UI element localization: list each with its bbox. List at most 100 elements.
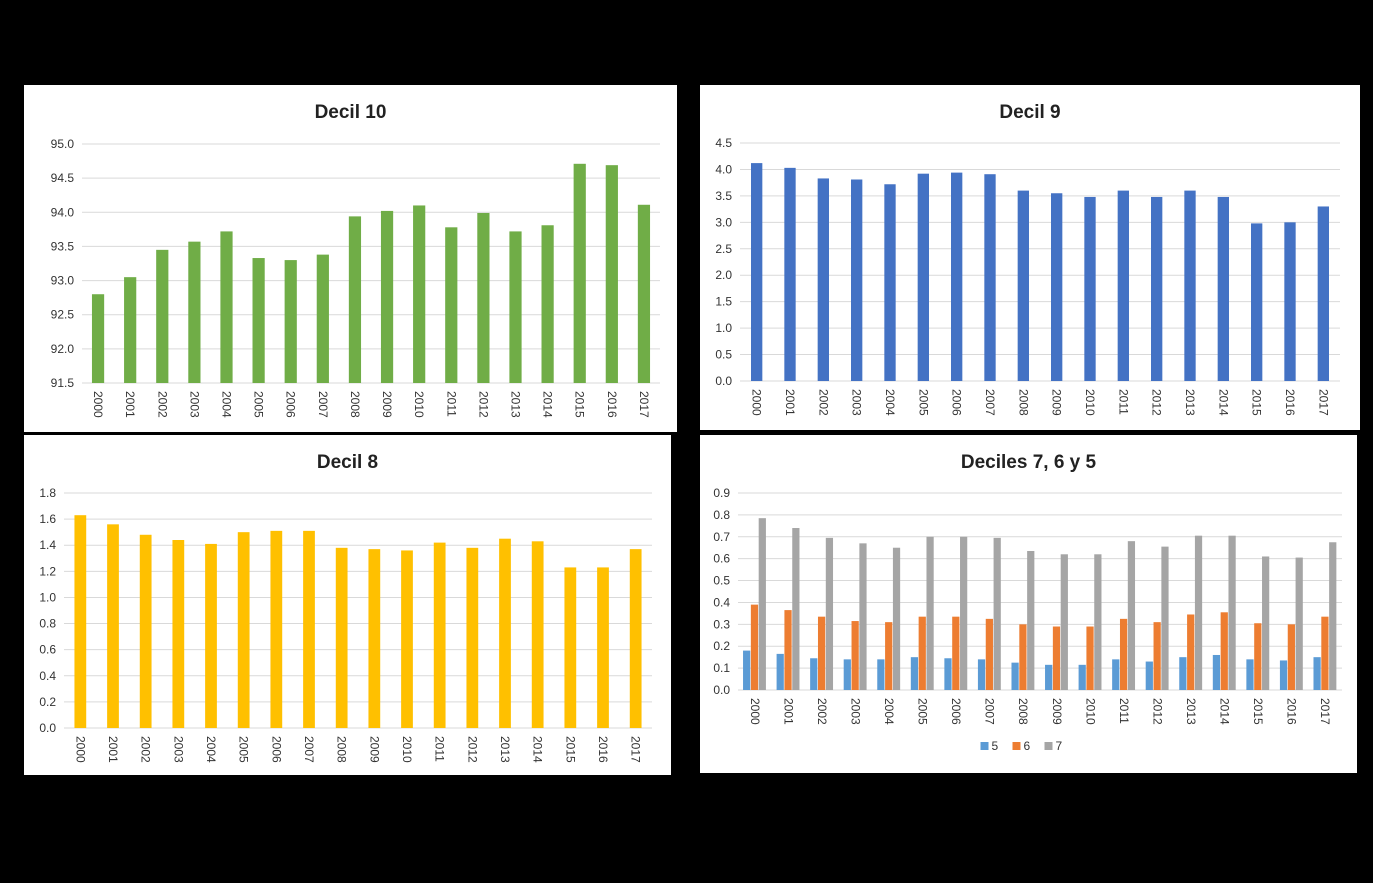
chart-title: Decil 10 [315, 102, 387, 123]
y-tick-label: 0.5 [715, 348, 732, 362]
y-tick-label: 0.4 [39, 669, 56, 683]
bar-2010 [401, 550, 413, 728]
bar-series-7-2008 [1027, 551, 1035, 690]
legend-label-5: 5 [992, 739, 999, 753]
x-tick-label: 2011 [1117, 698, 1131, 724]
x-tick-label: 2012 [1150, 389, 1164, 416]
bar-series-5-2011 [1112, 659, 1120, 690]
y-tick-label: 0.2 [713, 639, 730, 653]
bar-series-5-2012 [1145, 661, 1153, 690]
bar-2013 [499, 538, 511, 728]
y-tick-label: 1.0 [39, 590, 56, 604]
bar-series-7-2000 [758, 518, 766, 690]
x-tick-label: 2005 [237, 736, 251, 763]
y-tick-label: 0.7 [713, 530, 730, 544]
y-tick-label: 0.4 [713, 595, 730, 609]
bar-2004 [220, 231, 233, 383]
x-tick-label: 2005 [916, 698, 930, 725]
bar-2003 [851, 179, 863, 381]
bar-series-5-2004 [877, 659, 885, 690]
x-tick-label: 2003 [848, 698, 862, 725]
chart-decil-10: Decil 10 91.5 92.0 92.5 93.0 93.5 94.0 94.5 95.0… [51, 102, 660, 418]
x-tick-label: 2011 [444, 391, 458, 417]
x-tick-label: 2003 [171, 736, 185, 763]
y-tick-label: 0.0 [39, 721, 56, 735]
bar-series-5-2015 [1246, 659, 1254, 690]
y-tick-label: 2.5 [715, 242, 732, 256]
bar-2008 [335, 547, 348, 728]
x-tick-label: 2007 [302, 736, 316, 763]
bar-series-6-2017 [1321, 616, 1329, 690]
bar-2010 [413, 205, 426, 383]
bar-2009 [1051, 193, 1063, 381]
bar-series-5-2006 [944, 658, 952, 690]
x-tick-label: 2004 [882, 698, 896, 725]
x-tick-label: 2012 [1150, 698, 1164, 725]
x-tick-label: 2010 [1083, 698, 1097, 725]
x-tick-label: 2002 [139, 736, 153, 763]
bar-series-7-2013 [1194, 535, 1203, 690]
bar-series-6-2015 [1254, 623, 1262, 690]
bar-series-7-2015 [1262, 556, 1270, 690]
x-tick-label: 2016 [1285, 698, 1299, 725]
bar-series-5-2001 [776, 653, 784, 690]
x-tick-label: 2003 [187, 391, 201, 418]
y-tick-label: 94.5 [51, 171, 75, 185]
x-tick-label: 2000 [91, 391, 105, 418]
bar-series-6-2003 [851, 621, 859, 690]
x-tick-label: 2015 [1250, 389, 1264, 416]
chart-title: Deciles 7, 6 y 5 [961, 452, 1097, 473]
bar-series-5-2009 [1045, 664, 1053, 690]
x-tick-label: 2008 [348, 391, 362, 418]
x-tick-label: 2017 [637, 391, 651, 418]
chart-deciles-7-6-5: Deciles 7, 6 y 5 0.0 0.1 0.2 0.3 0.4 0.5 0.6 0.7… [713, 452, 1342, 753]
x-tick-label: 2014 [531, 736, 545, 763]
bar-2001 [784, 167, 796, 381]
x-tick-label: 2009 [367, 736, 381, 763]
bar-2009 [368, 549, 381, 728]
bar-2002 [139, 534, 152, 728]
x-tick-label: 2009 [1050, 698, 1064, 725]
y-tick-label: 91.5 [51, 376, 75, 390]
x-tick-label: 2017 [629, 736, 643, 763]
x-tick-label: 2013 [498, 736, 512, 763]
x-tick-label: 2000 [750, 389, 764, 416]
bar-series-6-2010 [1086, 626, 1094, 690]
bar-2007 [303, 530, 315, 728]
bar-series-6-2016 [1287, 624, 1295, 690]
bar-2000 [751, 163, 763, 381]
x-tick-label: 2014 [1218, 698, 1232, 725]
bar-series-6-2006 [952, 616, 960, 690]
bar-series-5-2017 [1313, 657, 1321, 690]
bar-series-6-2009 [1052, 626, 1061, 690]
x-tick-label: 2002 [155, 391, 169, 418]
chart-title: Decil 9 [999, 102, 1060, 123]
x-tick-label: 2015 [1251, 698, 1265, 725]
x-tick-label: 2016 [605, 391, 619, 418]
bar-series-6-2012 [1153, 622, 1161, 690]
legend-label-6: 6 [1024, 739, 1031, 753]
y-tick-label: 4.5 [715, 136, 732, 150]
x-tick-label: 2006 [950, 389, 964, 416]
bar-2017 [629, 549, 642, 728]
y-tick-label: 0.5 [713, 574, 730, 588]
x-tick-label: 2000 [748, 698, 762, 725]
x-tick-label: 2013 [509, 391, 523, 418]
y-tick-label: 1.0 [715, 321, 732, 335]
bar-2000 [91, 294, 105, 383]
bar-2003 [172, 540, 185, 728]
x-tick-label: 2006 [284, 391, 298, 418]
x-tick-label: 2001 [123, 391, 137, 418]
x-tick-label: 2011 [433, 736, 447, 762]
chart-panel-decil-9: Decil 9 0.0 0.5 1.0 1.5 2.0 2.5 3.0 3.5 4.0 4.5 200… [700, 85, 1360, 430]
bar-2006 [270, 530, 283, 728]
y-tick-label: 93.0 [51, 274, 75, 288]
x-tick-label: 2005 [916, 389, 930, 416]
bar-series-6-2005 [918, 616, 926, 690]
bar-2014 [531, 541, 544, 728]
y-tick-label: 0.0 [715, 374, 732, 388]
y-tick-label: 0.2 [39, 695, 56, 709]
y-tick-label: 4.0 [715, 162, 732, 176]
x-tick-label: 2013 [1184, 698, 1198, 725]
bar-2007 [984, 174, 996, 381]
